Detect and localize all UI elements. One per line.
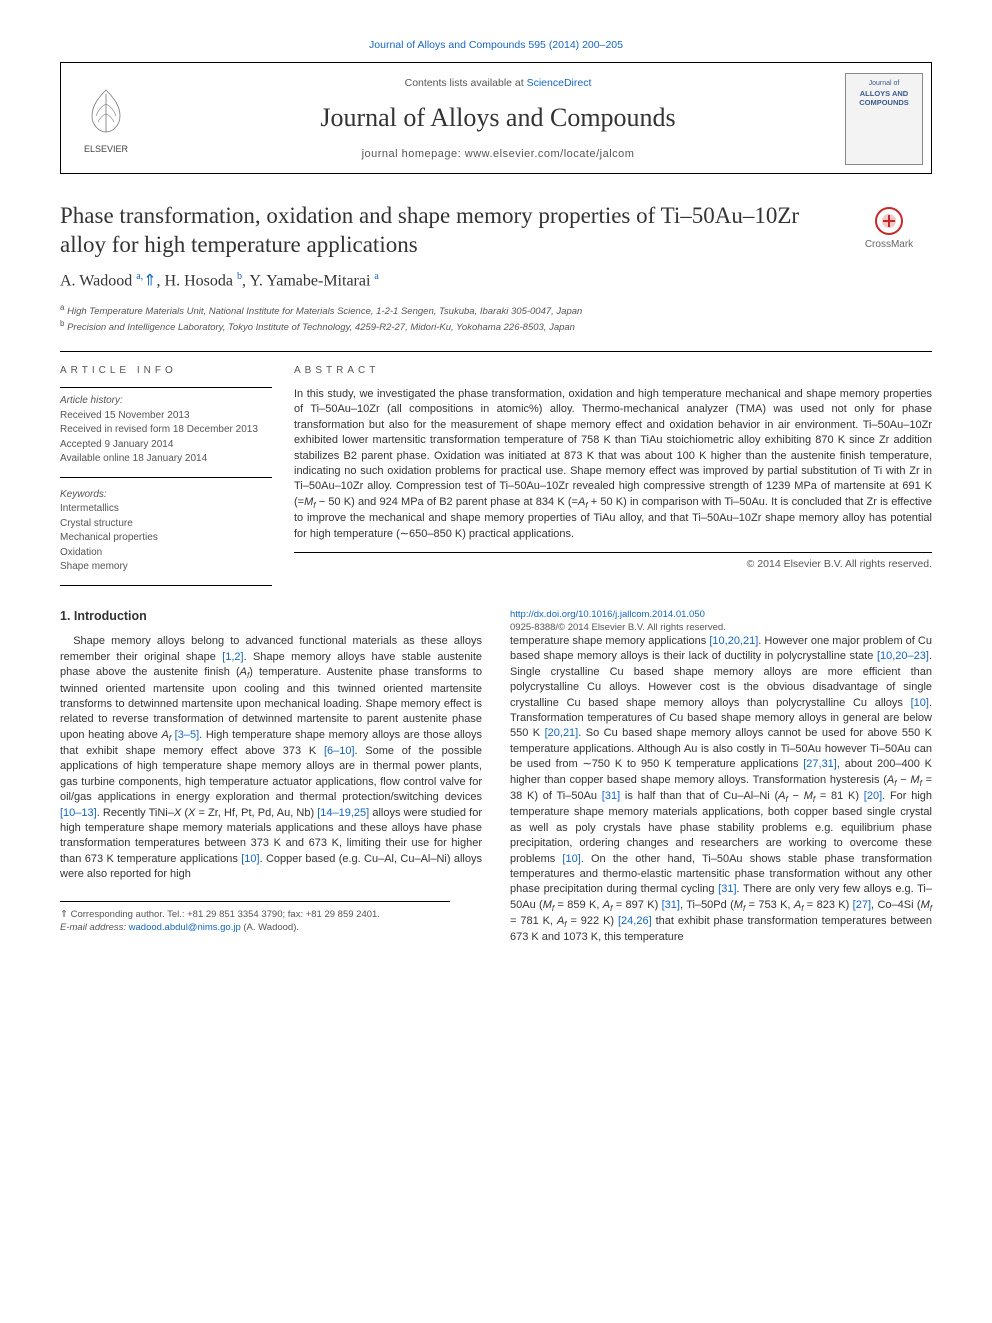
history-line: Accepted 9 January 2014 xyxy=(60,438,272,453)
journal-cover-thumb: Journal of ALLOYS AND COMPOUNDS xyxy=(845,73,923,165)
citation-line: Journal of Alloys and Compounds 595 (201… xyxy=(60,38,932,52)
affiliations: a High Temperature Materials Unit, Natio… xyxy=(60,302,932,335)
corresponding-line: ⇑ Corresponding author. Tel.: +81 29 851… xyxy=(60,908,450,921)
corresponding-footer: ⇑ Corresponding author. Tel.: +81 29 851… xyxy=(60,901,450,935)
crossmark-badge[interactable]: CrossMark xyxy=(846,202,932,252)
abstract-text: In this study, we investigated the phase… xyxy=(294,387,932,553)
header-center: Contents lists available at ScienceDirec… xyxy=(151,76,845,162)
email-line: E-mail address: wadood.abdul@nims.go.jp … xyxy=(60,921,450,934)
keyword: Intermetallics xyxy=(60,502,272,517)
elsevier-tree-icon xyxy=(78,84,134,140)
email-link[interactable]: wadood.abdul@nims.go.jp xyxy=(129,922,241,933)
history-line: Received 15 November 2013 xyxy=(60,409,272,424)
journal-name: Journal of Alloys and Compounds xyxy=(151,100,845,135)
issn-line: 0925-8388/© 2014 Elsevier B.V. All right… xyxy=(510,621,932,634)
info-abstract-row: ARTICLE INFO Article history: Received 1… xyxy=(60,351,932,586)
authors-line: A. Wadood a,⇑, H. Hosoda b, Y. Yamabe-Mi… xyxy=(60,270,932,292)
crossmark-icon xyxy=(874,206,904,236)
keywords-head: Keywords: xyxy=(60,488,272,503)
article-info-label: ARTICLE INFO xyxy=(60,364,272,378)
homepage-label: journal homepage: xyxy=(362,148,465,160)
journal-homepage: journal homepage: www.elsevier.com/locat… xyxy=(151,147,845,162)
page-root: Journal of Alloys and Compounds 595 (201… xyxy=(0,0,992,979)
email-label: E-mail address: xyxy=(60,922,129,933)
section-heading-intro: 1. Introduction xyxy=(60,608,482,625)
article-history: Article history: Received 15 November 20… xyxy=(60,387,272,478)
homepage-url[interactable]: www.elsevier.com/locate/jalcom xyxy=(465,148,635,160)
crossmark-label: CrossMark xyxy=(865,239,913,250)
abstract-label: ABSTRACT xyxy=(294,364,932,378)
abstract-col: ABSTRACT In this study, we investigated … xyxy=(290,351,932,586)
keywords-block: Keywords: Intermetallics Crystal structu… xyxy=(60,488,272,586)
sciencedirect-link[interactable]: ScienceDirect xyxy=(527,77,592,89)
publisher-name: ELSEVIER xyxy=(71,145,141,155)
paper-title: Phase transformation, oxidation and shap… xyxy=(60,202,826,260)
history-head: Article history: xyxy=(60,394,272,409)
doi-block: http://dx.doi.org/10.1016/j.jallcom.2014… xyxy=(510,608,932,635)
contents-prefix: Contents lists available at xyxy=(405,77,527,89)
contents-line: Contents lists available at ScienceDirec… xyxy=(151,76,845,90)
keyword: Oxidation xyxy=(60,546,272,561)
history-line: Available online 18 January 2014 xyxy=(60,452,272,467)
cover-title-text: ALLOYS AND COMPOUNDS xyxy=(846,89,922,107)
keyword: Mechanical properties xyxy=(60,531,272,546)
citation-link[interactable]: Journal of Alloys and Compounds 595 (201… xyxy=(369,39,623,51)
title-row: Phase transformation, oxidation and shap… xyxy=(60,202,932,260)
cover-small-text: Journal of xyxy=(846,80,922,88)
keyword: Crystal structure xyxy=(60,517,272,532)
history-line: Received in revised form 18 December 201… xyxy=(60,423,272,438)
keyword: Shape memory xyxy=(60,560,272,575)
email-who: (A. Wadood). xyxy=(241,922,299,933)
intro-para: Shape memory alloys belong to advanced f… xyxy=(60,634,482,882)
article-info-col: ARTICLE INFO Article history: Received 1… xyxy=(60,351,290,586)
body-two-column: 1. Introduction Shape memory alloys belo… xyxy=(60,608,932,950)
journal-header: ELSEVIER Contents lists available at Sci… xyxy=(60,62,932,174)
intro-para: temperature shape memory applications [1… xyxy=(510,634,932,946)
abstract-copyright: © 2014 Elsevier B.V. All rights reserved… xyxy=(294,557,932,571)
doi-link[interactable]: http://dx.doi.org/10.1016/j.jallcom.2014… xyxy=(510,609,705,620)
elsevier-logo: ELSEVIER xyxy=(61,84,151,155)
